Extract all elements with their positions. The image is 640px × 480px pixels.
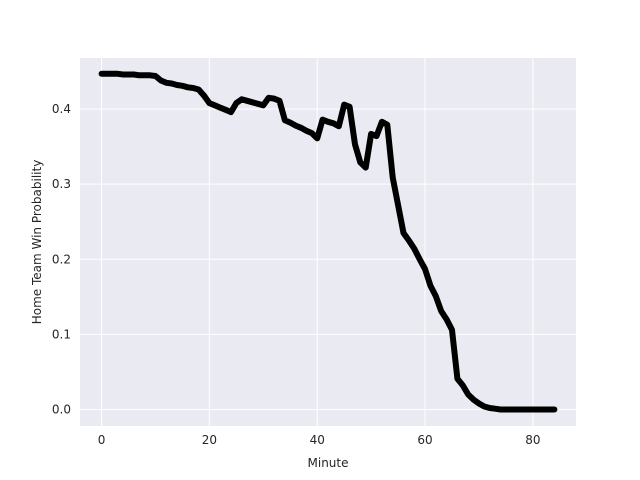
- x-tick-label: 80: [525, 433, 540, 447]
- x-tick-label: 60: [417, 433, 432, 447]
- plot-background: [80, 58, 576, 426]
- x-tick-label: 0: [98, 433, 106, 447]
- y-tick-label: 0.1: [52, 327, 71, 341]
- y-tick-label: 0.0: [52, 402, 71, 416]
- x-tick-label: 20: [202, 433, 217, 447]
- y-tick-label: 0.3: [52, 177, 71, 191]
- grid-lines: [80, 58, 576, 426]
- y-tick-labels: 0.0 0.1 0.2 0.3 0.4: [52, 102, 71, 416]
- y-tick-label: 0.4: [52, 102, 71, 116]
- x-axis-label: Minute: [308, 456, 349, 470]
- win-probability-line: [98, 70, 558, 413]
- x-tick-label: 40: [310, 433, 325, 447]
- y-tick-label: 0.2: [52, 252, 71, 266]
- x-tick-labels: 0 20 40 60 80: [98, 433, 541, 447]
- y-axis-label: Home Team Win Probability: [30, 160, 44, 325]
